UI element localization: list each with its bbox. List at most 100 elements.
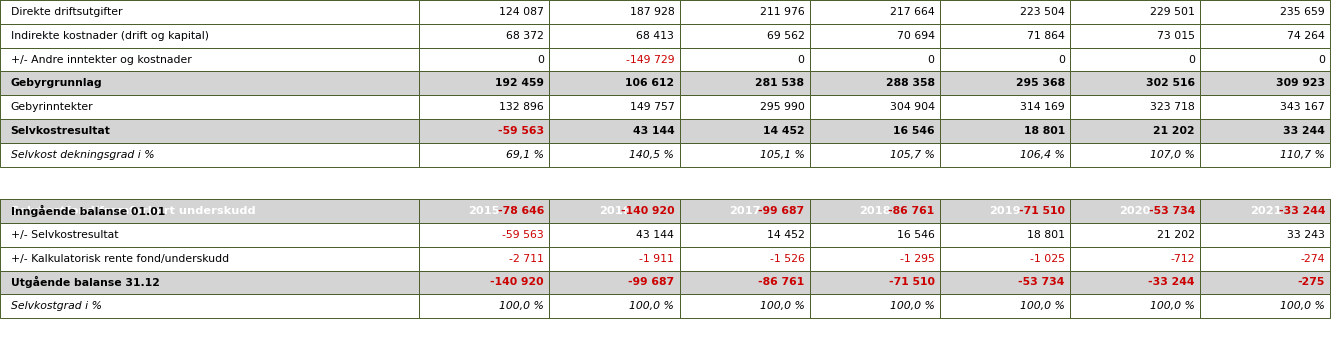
Text: 0: 0 [538,54,544,65]
Text: 69,1 %: 69,1 % [506,150,544,160]
Bar [550,0,680,24]
Bar [1070,271,1201,294]
Bar [0,48,419,71]
Bar [1201,199,1331,223]
Bar [809,48,940,71]
Text: Selvkostgrad i %: Selvkostgrad i % [11,301,101,311]
Bar [940,71,1070,95]
Bar [1070,247,1201,271]
Bar [419,24,550,48]
Text: -86 761: -86 761 [888,206,934,216]
Bar [1201,24,1331,48]
Bar [680,199,809,223]
Text: 68 413: 68 413 [636,31,675,41]
Text: 100,0 %: 100,0 % [889,301,934,311]
Text: -1 295: -1 295 [900,254,934,264]
Text: 323 718: 323 718 [1150,102,1195,112]
Bar [550,271,680,294]
Bar [940,0,1070,24]
Bar [0,95,419,119]
Text: 2017: 2017 [729,7,760,17]
Text: -33 244: -33 244 [1149,277,1195,288]
Text: 0: 0 [1318,54,1326,65]
Bar [940,24,1070,48]
Bar [419,223,550,247]
Bar [419,48,550,71]
Bar [419,143,550,167]
Text: 2015: 2015 [469,206,500,216]
Text: -33 244: -33 244 [1279,206,1326,216]
Bar [0,119,419,143]
Text: 16 546: 16 546 [893,126,934,136]
Bar [1070,71,1201,95]
Text: 70 694: 70 694 [897,31,934,41]
Text: -712: -712 [1170,254,1195,264]
Text: 302 516: 302 516 [1146,78,1195,88]
Text: 304 904: 304 904 [889,102,934,112]
Bar [680,0,809,24]
Text: 2016: 2016 [599,206,631,216]
Bar [809,223,940,247]
Bar [1201,294,1331,318]
Text: 2016: 2016 [599,7,631,17]
Bar [680,247,809,271]
Text: -140 920: -140 920 [491,277,544,288]
Bar [680,95,809,119]
Bar [680,24,809,48]
Text: -149 729: -149 729 [626,54,675,65]
Bar [1070,0,1201,24]
Bar [680,143,809,167]
Text: -1 025: -1 025 [1030,254,1065,264]
Text: -1 526: -1 526 [769,254,804,264]
Bar [1201,71,1331,95]
Text: -99 687: -99 687 [628,277,675,288]
Text: 105,1 %: 105,1 % [760,150,804,160]
Text: -59 563: -59 563 [498,126,544,136]
Text: 73 015: 73 015 [1157,31,1195,41]
Bar [1070,199,1201,223]
Text: 100,0 %: 100,0 % [630,301,675,311]
Text: 2020: 2020 [1119,206,1151,216]
Bar [550,247,680,271]
Bar [940,119,1070,143]
Text: 106 612: 106 612 [626,78,675,88]
Bar [550,24,680,48]
Text: 16 546: 16 546 [897,230,934,240]
Text: 21 202: 21 202 [1157,230,1195,240]
Text: +/- Selvkostresultat: +/- Selvkostresultat [11,230,118,240]
Text: 223 504: 223 504 [1020,7,1065,17]
Bar [1201,223,1331,247]
Text: -53 734: -53 734 [1149,206,1195,216]
Bar [680,48,809,71]
Bar [940,247,1070,271]
Bar [1070,294,1201,318]
Text: 0: 0 [1058,54,1065,65]
Text: 2018: 2018 [858,206,890,216]
Bar [0,199,419,223]
Bar [809,95,940,119]
Text: 2021: 2021 [1250,7,1282,17]
Bar [680,199,809,223]
Text: 110,7 %: 110,7 % [1280,150,1326,160]
Text: Gebyrinntekter: Gebyrinntekter [11,102,93,112]
Bar [550,48,680,71]
Text: Gebyrgrunnlag: Gebyrgrunnlag [11,78,102,88]
Bar [419,0,550,24]
Text: 2020: 2020 [1119,7,1151,17]
Bar [1201,0,1331,24]
Text: 288 358: 288 358 [885,78,934,88]
Bar [419,119,550,143]
Text: 69 562: 69 562 [767,31,804,41]
Bar [0,24,419,48]
Text: -274: -274 [1300,254,1326,264]
Text: 124 087: 124 087 [499,7,544,17]
Bar [680,119,809,143]
Bar [1070,199,1201,223]
Bar [550,0,680,24]
Text: 281 538: 281 538 [756,78,804,88]
Text: 107,0 %: 107,0 % [1150,150,1195,160]
Bar [419,294,550,318]
Text: 192 459: 192 459 [495,78,544,88]
Bar [680,223,809,247]
Text: Selvkost dekningsgrad i %: Selvkost dekningsgrad i % [11,150,154,160]
